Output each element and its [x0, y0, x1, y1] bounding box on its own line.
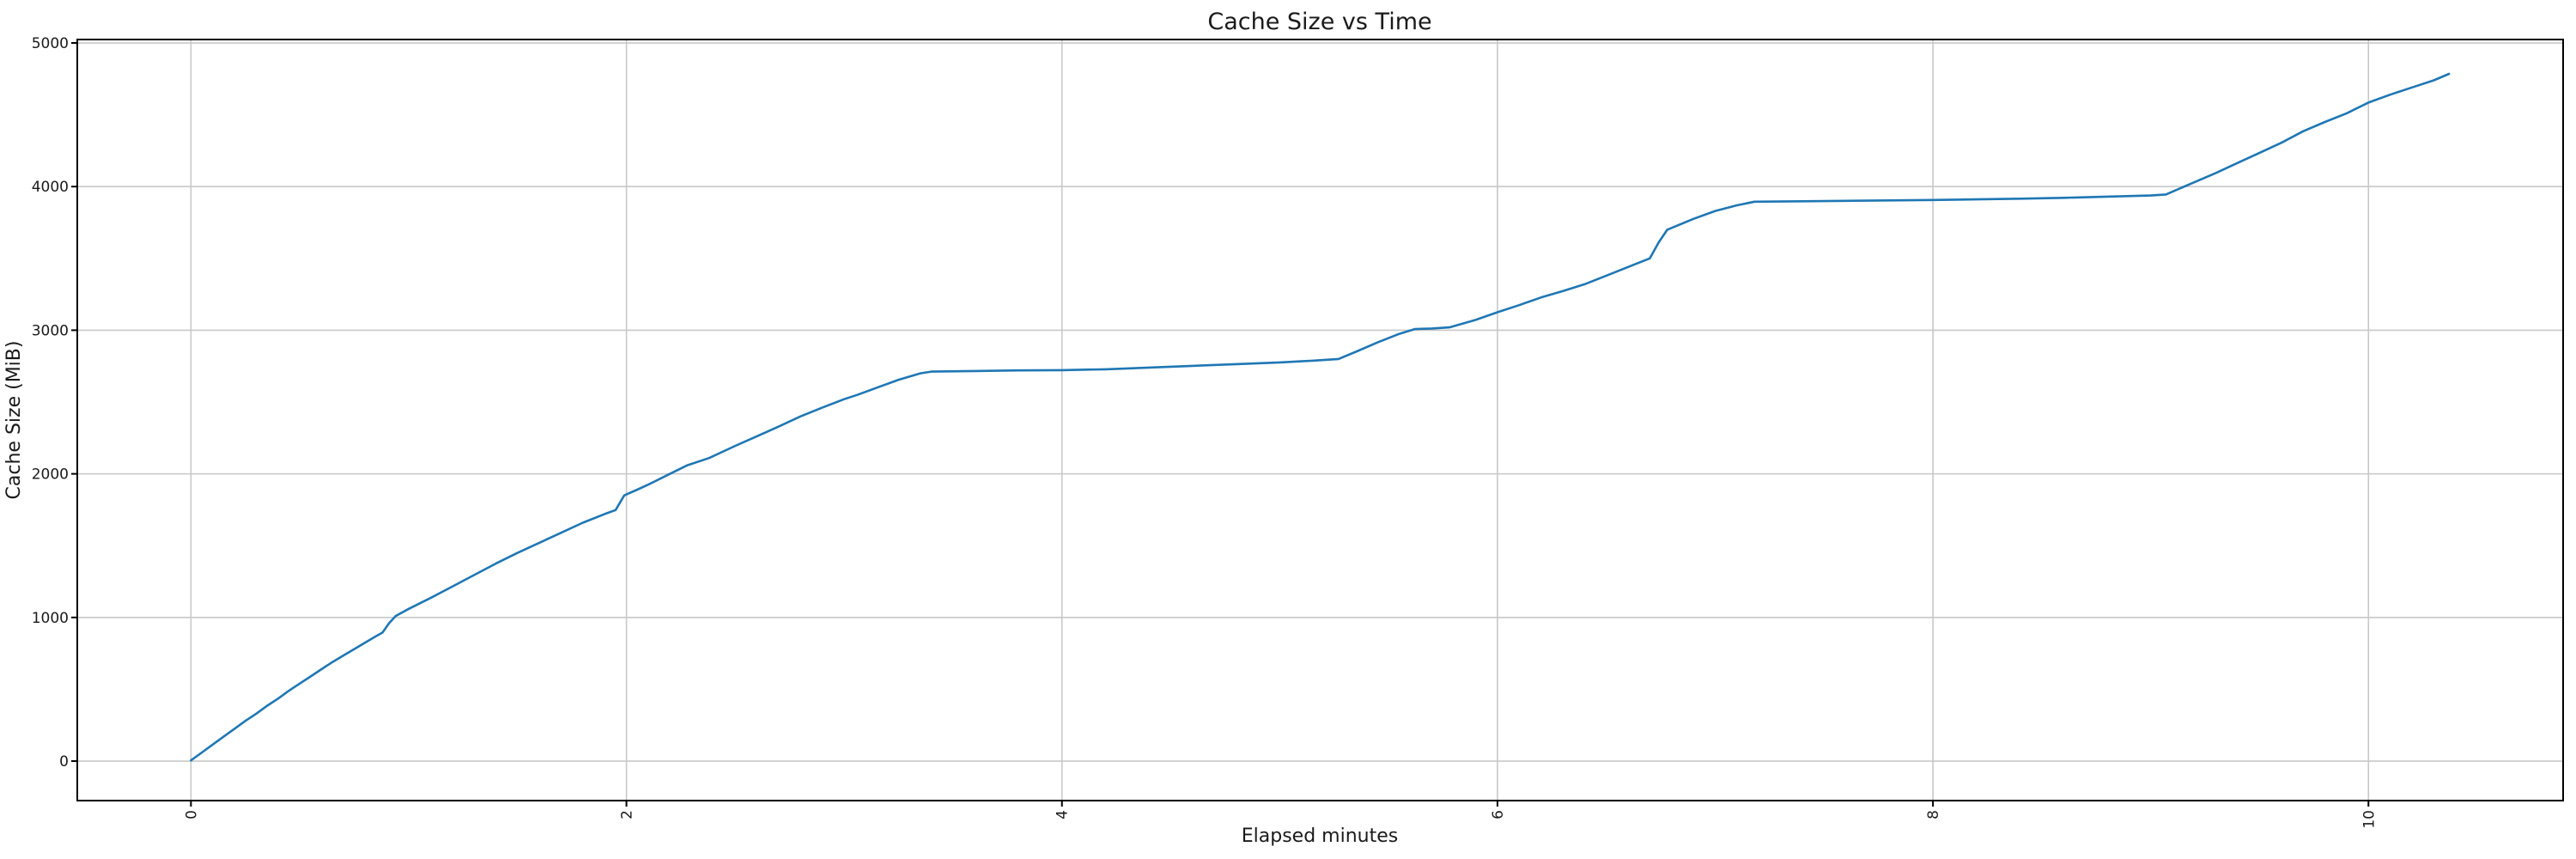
y-tick-label: 4000	[32, 179, 69, 196]
x-tick-label: 2	[619, 810, 636, 819]
y-tick-label: 2000	[32, 466, 69, 484]
data-series-layer	[190, 72, 2451, 762]
x-tick-label: 4	[1054, 810, 1072, 819]
y-tick-label: 0	[59, 753, 69, 771]
x-tick-label: 0	[183, 810, 200, 819]
x-axis-label: Elapsed minutes	[1242, 825, 1398, 847]
plot-border	[76, 39, 2564, 801]
grid-layer	[77, 40, 2563, 801]
y-axis-label: Cache Size (MiB)	[3, 341, 25, 500]
axes-spines	[76, 39, 2564, 801]
y-tick-label: 1000	[32, 610, 69, 627]
chart-title: Cache Size vs Time	[1207, 9, 1431, 35]
x-tick-label: 10	[2360, 810, 2378, 829]
x-tick-label: 8	[1925, 810, 1942, 819]
x-tick-label: 6	[1490, 810, 1507, 819]
y-tick-label: 5000	[32, 35, 69, 52]
y-tick-label: 3000	[32, 322, 69, 339]
cache-size-line	[190, 72, 2451, 762]
tick-layer: 0 2 4 6 8 10 0 1000 2000 3000 4000 5000	[32, 35, 2379, 829]
